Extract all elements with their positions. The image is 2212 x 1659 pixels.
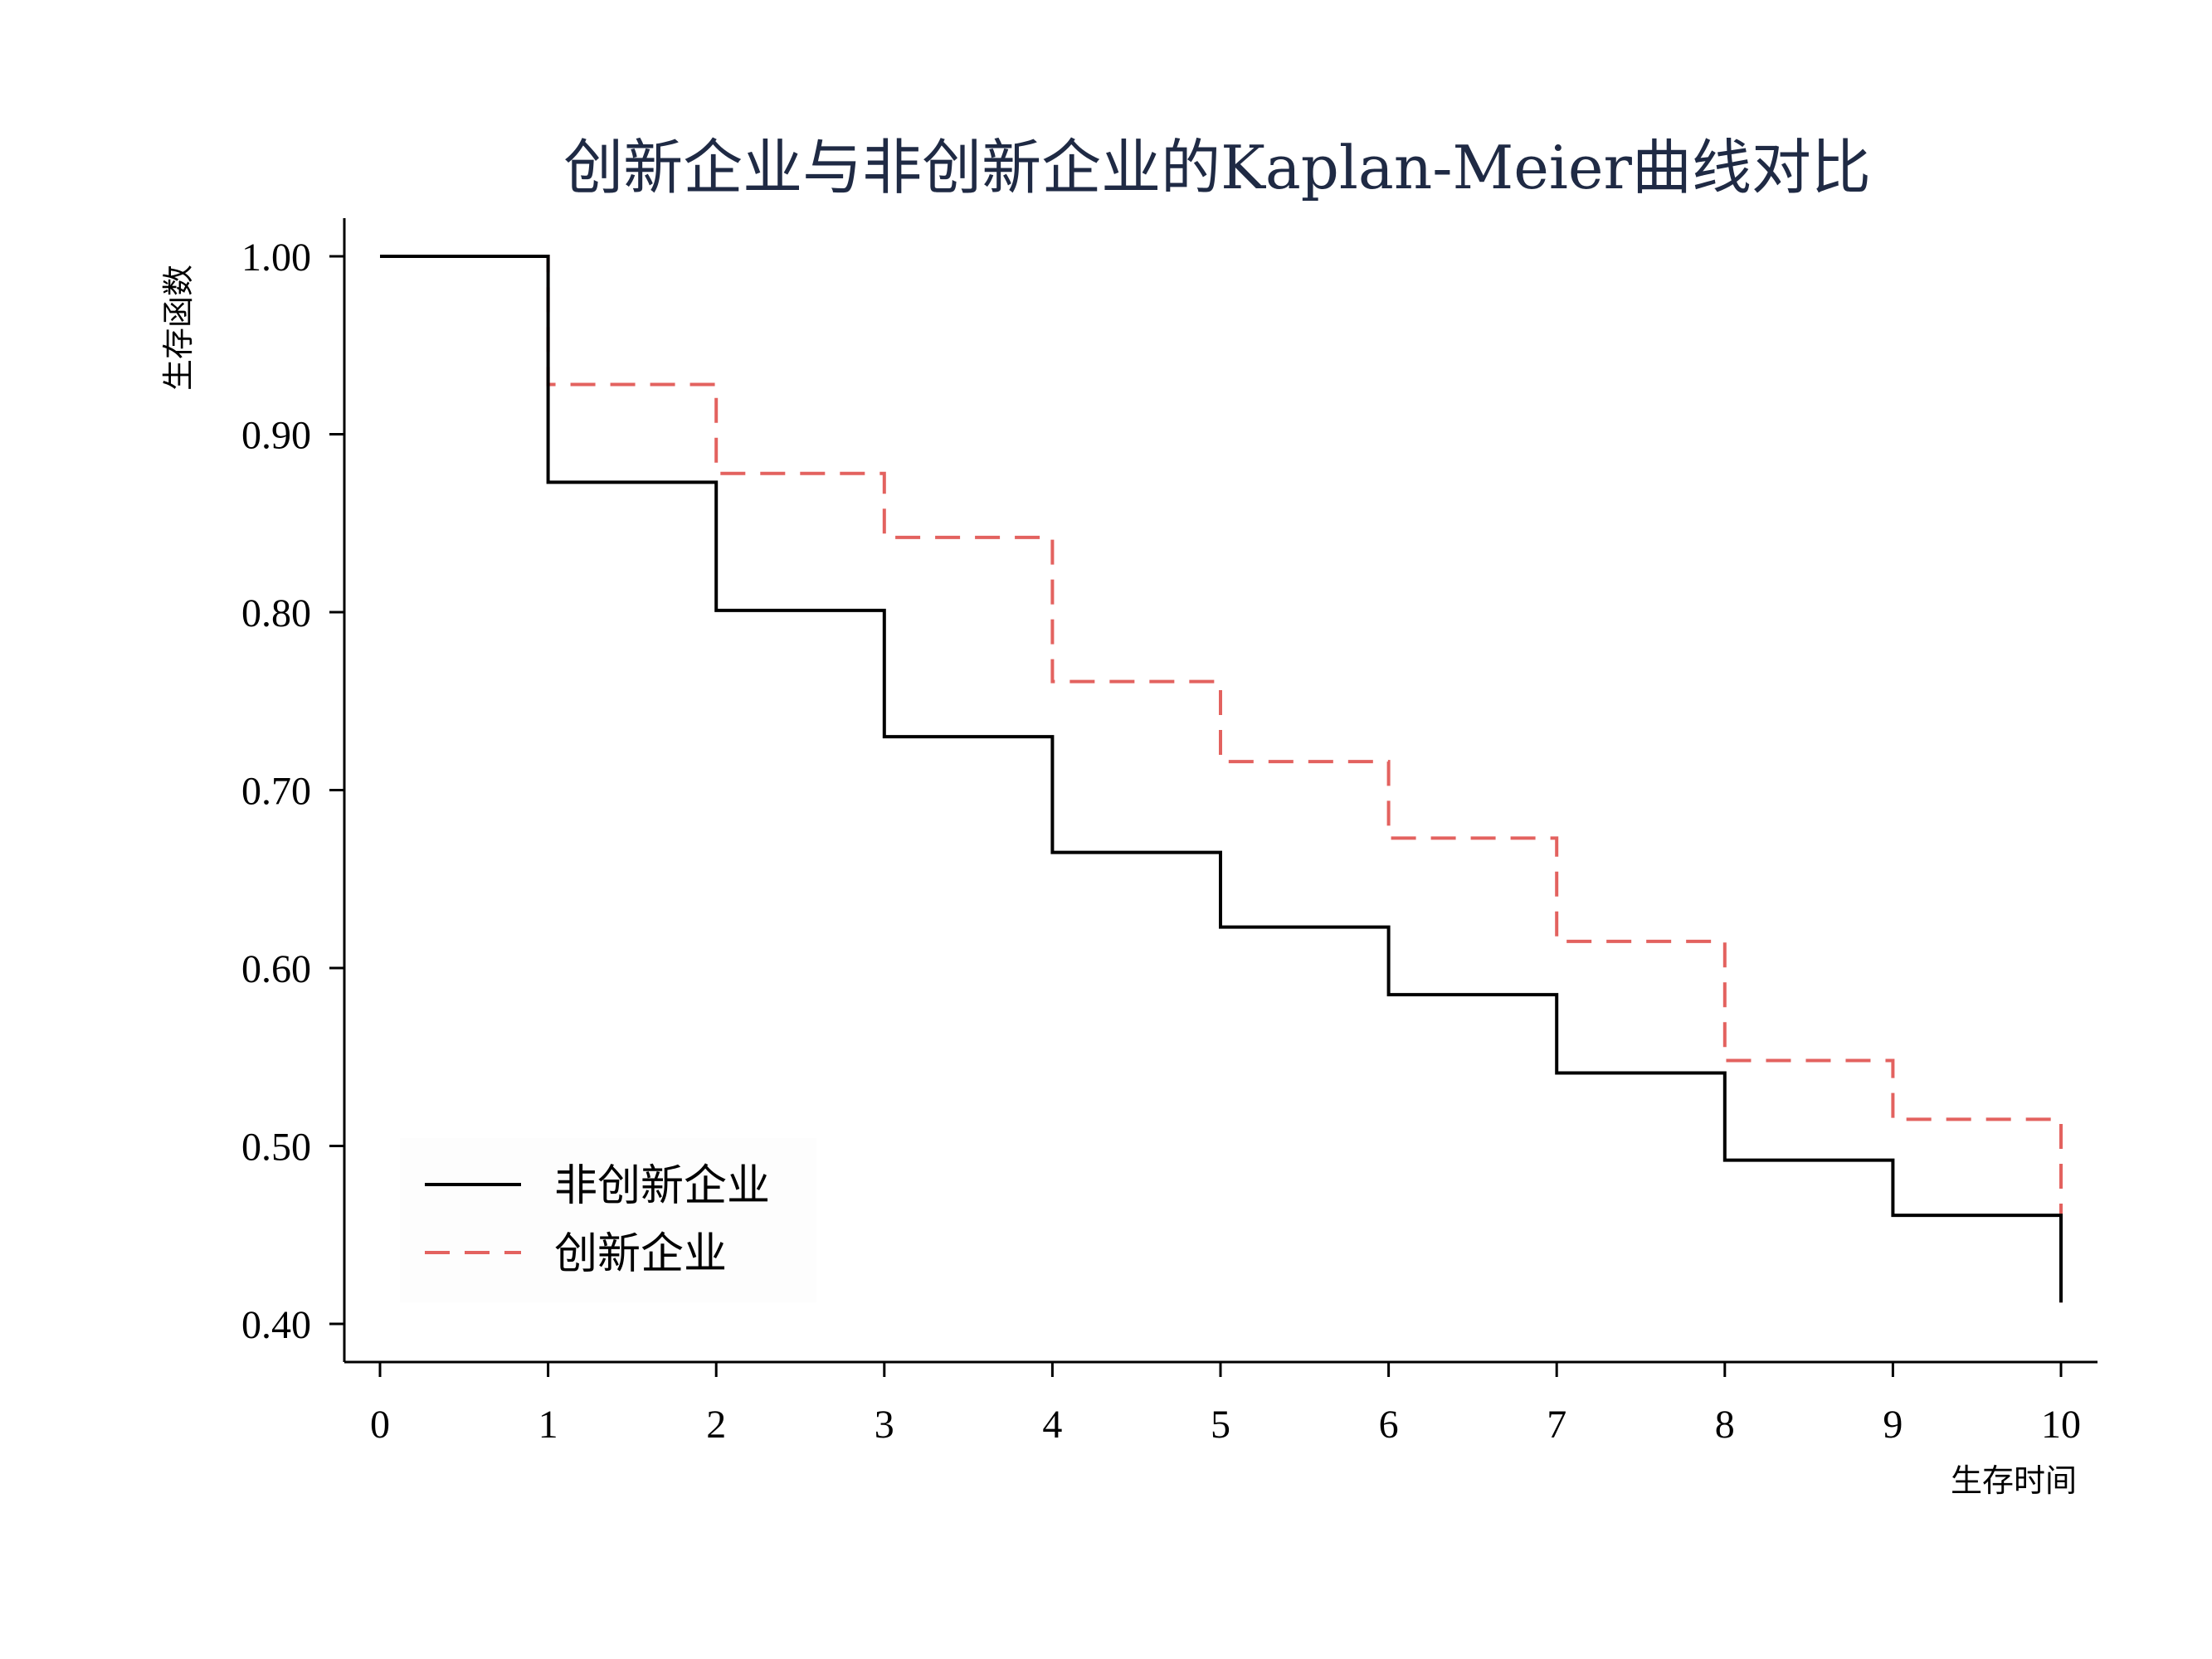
x-tick-label: 10 [2041,1403,2081,1447]
legend-box [400,1138,816,1302]
series-layer [380,255,2063,1303]
x-tick-label: 2 [706,1403,726,1447]
x-tick-label: 9 [1883,1403,1903,1447]
legend-label-innovative: 创新企业 [554,1229,727,1279]
x-axis-label: 生存时间 [1951,1462,2077,1499]
y-tick-label: 1.00 [241,236,311,280]
x-tick-label: 8 [1715,1403,1735,1447]
y-tick-label: 0.90 [241,414,311,458]
legend: 非创新企业 创新企业 [400,1138,816,1302]
y-tick-label: 0.70 [241,770,311,814]
x-tick-label: 0 [370,1403,390,1447]
x-tick-group: 0 1 2 3 4 5 6 7 8 9 10 [370,1362,2081,1447]
y-axis-label: 生存函数 [160,265,197,391]
series-line-non-innovative [380,255,2063,1303]
legend-label-non-innovative: 非创新企业 [554,1161,770,1211]
x-tick-label: 4 [1042,1403,1062,1447]
series-line-innovative [380,255,2063,1303]
chart-title: 创新企业与非创新企业的Kaplan-Meier曲线对比 [563,133,1871,202]
x-tick-label: 6 [1379,1403,1399,1447]
y-tick-label: 0.40 [241,1303,311,1347]
x-tick-label: 1 [538,1403,558,1447]
x-tick-label: 5 [1211,1403,1230,1447]
x-tick-label: 3 [875,1403,894,1447]
y-tick-label: 0.50 [241,1126,311,1170]
y-tick-label: 0.80 [241,591,311,635]
x-tick-label: 7 [1547,1403,1566,1447]
y-tick-group: 0.40 0.50 0.60 0.70 0.80 0.90 1.00 [241,236,344,1347]
y-tick-label: 0.60 [241,947,311,991]
